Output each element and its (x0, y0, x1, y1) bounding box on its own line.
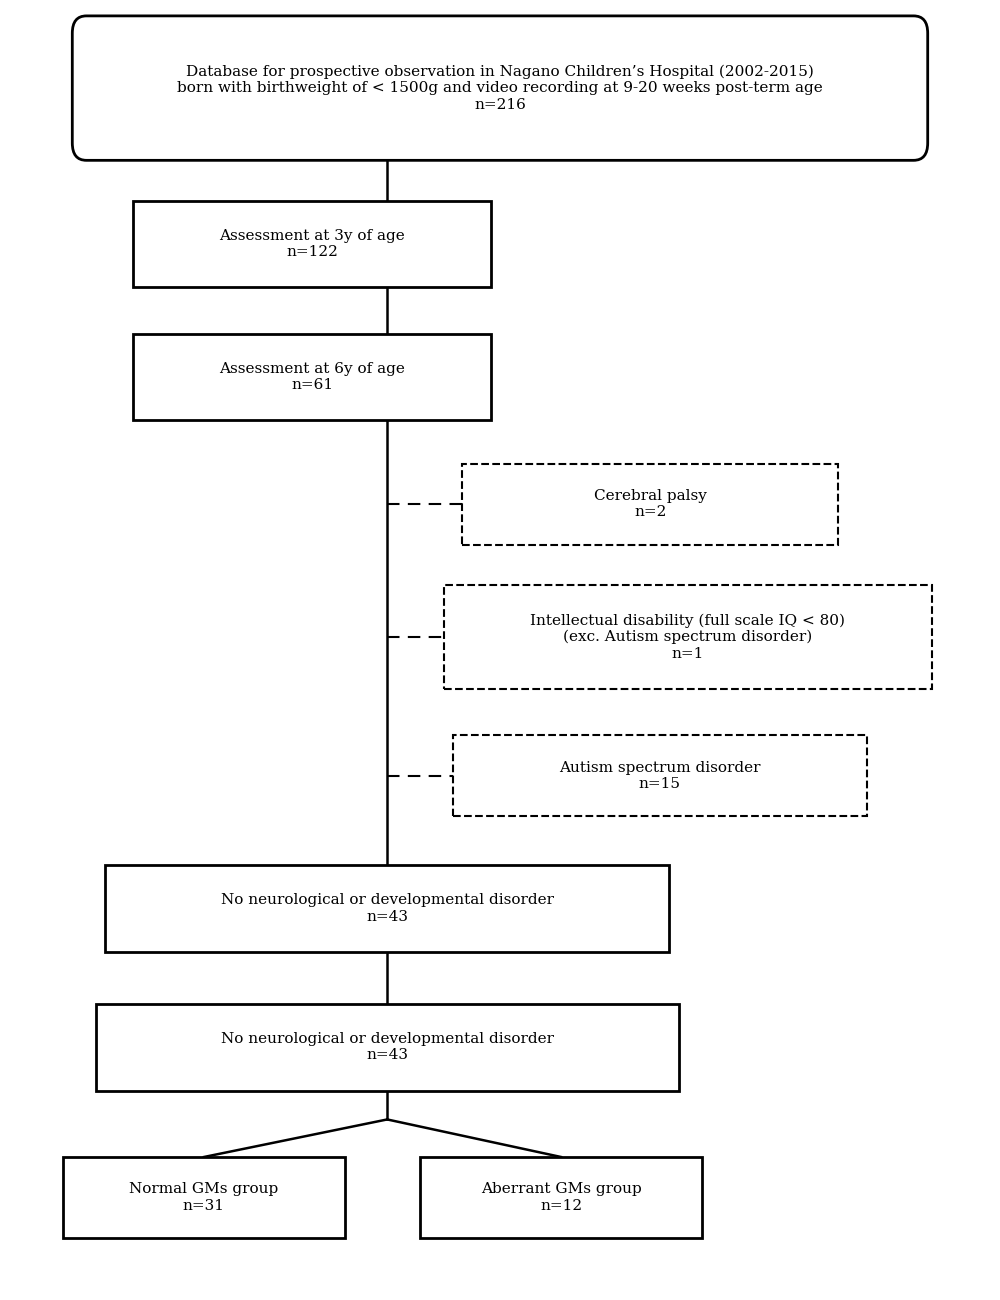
FancyBboxPatch shape (72, 16, 928, 160)
Text: Assessment at 3y of age
n=122: Assessment at 3y of age n=122 (219, 229, 405, 259)
Text: Intellectual disability (full scale IQ < 80)
(exc. Autism spectrum disorder)
n=1: Intellectual disability (full scale IQ <… (530, 614, 846, 660)
Bar (444, 585, 932, 689)
Text: Assessment at 6y of age
n=61: Assessment at 6y of age n=61 (219, 361, 405, 393)
Text: Cerebral palsy
n=2: Cerebral palsy n=2 (594, 489, 707, 519)
Text: Normal GMs group
n=31: Normal GMs group n=31 (129, 1182, 279, 1213)
Text: Aberrant GMs group
n=12: Aberrant GMs group n=12 (481, 1182, 641, 1213)
Text: No neurological or developmental disorder
n=43: No neurological or developmental disorde… (221, 893, 554, 924)
Bar (133, 334, 491, 420)
Bar (63, 1157, 345, 1238)
Bar (462, 464, 838, 545)
Bar (453, 736, 867, 816)
Bar (105, 866, 669, 952)
Text: No neurological or developmental disorder
n=43: No neurological or developmental disorde… (221, 1032, 554, 1062)
Text: Autism spectrum disorder
n=15: Autism spectrum disorder n=15 (559, 760, 761, 790)
Bar (420, 1157, 702, 1238)
Bar (96, 1004, 679, 1091)
Bar (133, 200, 491, 287)
Text: Database for prospective observation in Nagano Children’s Hospital (2002-2015)
b: Database for prospective observation in … (177, 65, 823, 112)
